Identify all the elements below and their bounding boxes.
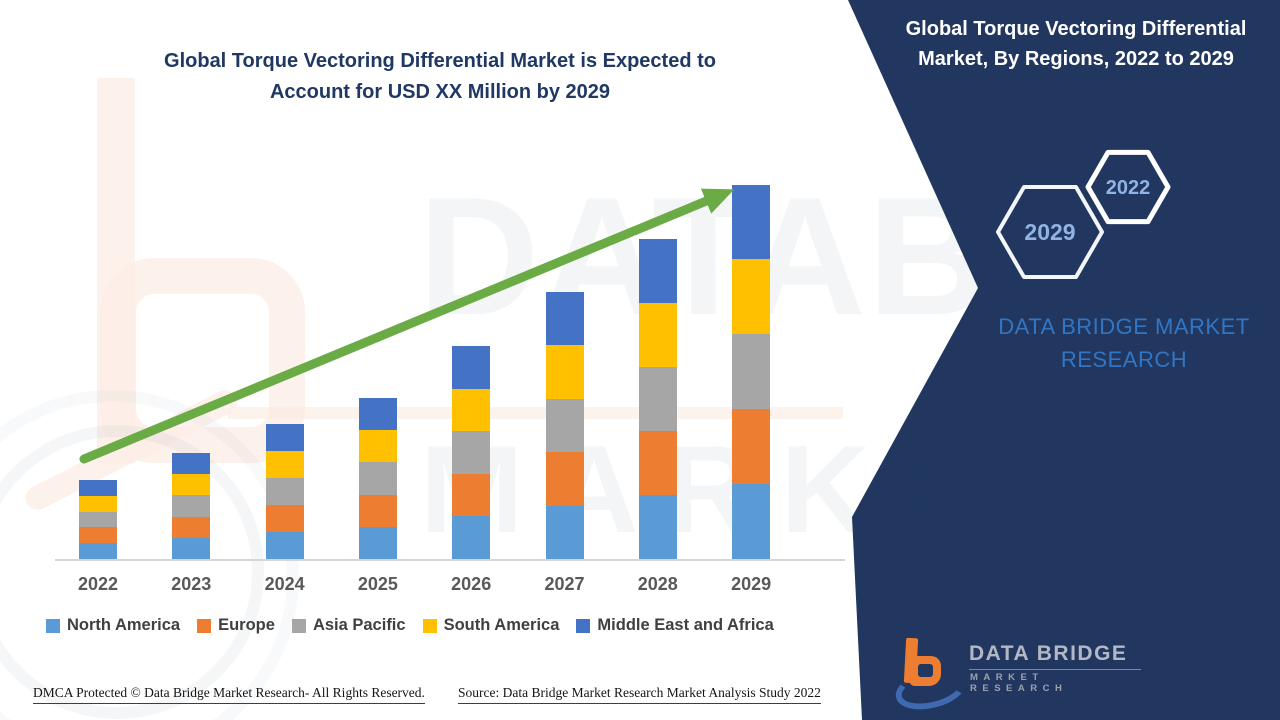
brand-text-line2: RESEARCH [1060, 347, 1188, 372]
bar-2027 [545, 292, 584, 559]
bar-segment-south-america [732, 259, 771, 335]
bar-2029 [732, 184, 771, 560]
x-axis-label-2024: 2024 [264, 574, 305, 594]
bar-segment-south-america [172, 474, 211, 496]
panel-title: Global Torque Vectoring Differential Mar… [876, 14, 1276, 74]
bar-segment-south-america [452, 388, 491, 432]
bar-segment-asia-pacific [638, 367, 677, 431]
logo-tagline: MARKET RESEARCH [970, 672, 1068, 694]
year-hexagons: 2029 2022 [996, 149, 1171, 279]
bar-2025 [358, 398, 397, 559]
source-note: Source: Data Bridge Market Research Mark… [458, 685, 821, 704]
x-axis-label-2022: 2022 [77, 574, 119, 594]
bar-segment-south-america [79, 495, 117, 512]
legend-swatch [291, 618, 306, 633]
bar-segment-north-america [452, 516, 491, 559]
bar-segment-north-america [732, 484, 771, 559]
logo-b-icon [918, 664, 933, 677]
bar-segment-asia-pacific [79, 511, 117, 528]
bar-segment-south-america [265, 451, 304, 478]
bar-segment-europe [452, 473, 491, 517]
dmca-notice: DMCA Protected © Data Bridge Market Rese… [33, 685, 425, 704]
bar-segment-asia-pacific [172, 495, 211, 517]
bar-segment-south-america [358, 430, 397, 463]
bar-segment-europe [358, 494, 397, 527]
bar-segment-asia-pacific [545, 398, 584, 453]
hexagon-2029 [996, 185, 1104, 279]
bar-segment-north-america [545, 505, 584, 559]
legend-label: North America [67, 616, 181, 634]
bar-segment-middle-east-and-africa [358, 398, 397, 431]
bar-segment-europe [79, 527, 117, 544]
bar-segment-middle-east-and-africa [638, 239, 677, 303]
bar-2026 [452, 346, 491, 559]
bar-segment-north-america [79, 543, 117, 559]
panel-title-line1: Global Torque Vectoring Differential [905, 18, 1247, 40]
hexagon-2029-label: 2029 [1024, 219, 1075, 245]
bar-segment-middle-east-and-africa [452, 346, 491, 389]
legend-label: Europe [218, 616, 275, 634]
logo-name: DATA BRIDGE [969, 642, 1141, 670]
legend-swatch [197, 618, 212, 633]
legend-label: Asia Pacific [312, 616, 406, 634]
legend-label: South America [443, 616, 560, 634]
bar-segment-south-america [638, 303, 677, 367]
bar-2023 [172, 453, 211, 559]
legend-item-north-america: North America [46, 616, 180, 635]
chart-title-line2: Account for USD XX Million by 2029 [269, 81, 611, 103]
bar-segment-north-america [358, 526, 397, 559]
chart-title-line1: Global Torque Vectoring Differential Mar… [164, 50, 716, 72]
bar-segment-north-america [638, 495, 677, 559]
x-axis-line [55, 559, 845, 561]
legend-item-middle-east-and-africa: Middle East and Africa [576, 616, 774, 635]
bar-segment-middle-east-and-africa [79, 480, 117, 496]
bar-2022 [79, 480, 117, 559]
legend-item-south-america: South America [422, 616, 560, 635]
bar-segment-europe [732, 409, 771, 485]
bar-segment-south-america [545, 345, 584, 399]
bar-segment-middle-east-and-africa [265, 424, 304, 451]
chart-title: Global Torque Vectoring Differential Mar… [60, 46, 820, 108]
bar-segment-middle-east-and-africa [172, 453, 211, 475]
bar-segment-asia-pacific [265, 478, 304, 505]
bar-segment-north-america [172, 537, 211, 559]
bar-segment-europe [545, 452, 584, 506]
bar-segment-europe [172, 516, 211, 538]
hexagon-2022 [1085, 149, 1171, 225]
legend-item-europe: Europe [197, 616, 275, 635]
bar-segment-middle-east-and-africa [732, 184, 771, 260]
x-axis-label-2027: 2027 [544, 574, 585, 594]
x-axis-label-2029: 2029 [731, 574, 772, 594]
bar-segment-europe [638, 431, 677, 495]
brand-text: DATA BRIDGE MARKET RESEARCH [978, 310, 1270, 376]
bar-segment-asia-pacific [358, 462, 397, 495]
legend-label: Middle East and Africa [597, 616, 774, 634]
bar-segment-middle-east-and-africa [545, 292, 584, 346]
bar-2024 [265, 424, 304, 559]
bar-segment-asia-pacific [732, 334, 771, 410]
legend-item-asia-pacific: Asia Pacific [291, 616, 406, 635]
x-axis-label-2025: 2025 [357, 574, 398, 594]
legend-swatch [576, 618, 591, 633]
legend-swatch [46, 618, 60, 633]
bar-2028 [638, 239, 677, 559]
hexagon-2022-label: 2022 [1106, 177, 1151, 199]
panel-title-line2: Market, By Regions, 2022 to 2029 [918, 48, 1234, 70]
x-axis-label-2026: 2026 [451, 574, 492, 594]
x-axis-label-2023: 2023 [171, 574, 212, 594]
legend: North America Europe Asia Pacific South Ame… [46, 616, 846, 635]
legend-swatch [422, 618, 437, 633]
x-axis-label-2028: 2028 [637, 574, 678, 594]
bar-segment-north-america [265, 532, 304, 559]
bar-segment-europe [265, 505, 304, 532]
data-bridge-logo: DATA BRIDGE MARKET RESEARCH [891, 634, 1143, 717]
brand-text-line1: DATA BRIDGE MARKET [998, 314, 1250, 339]
bar-segment-asia-pacific [452, 431, 491, 474]
